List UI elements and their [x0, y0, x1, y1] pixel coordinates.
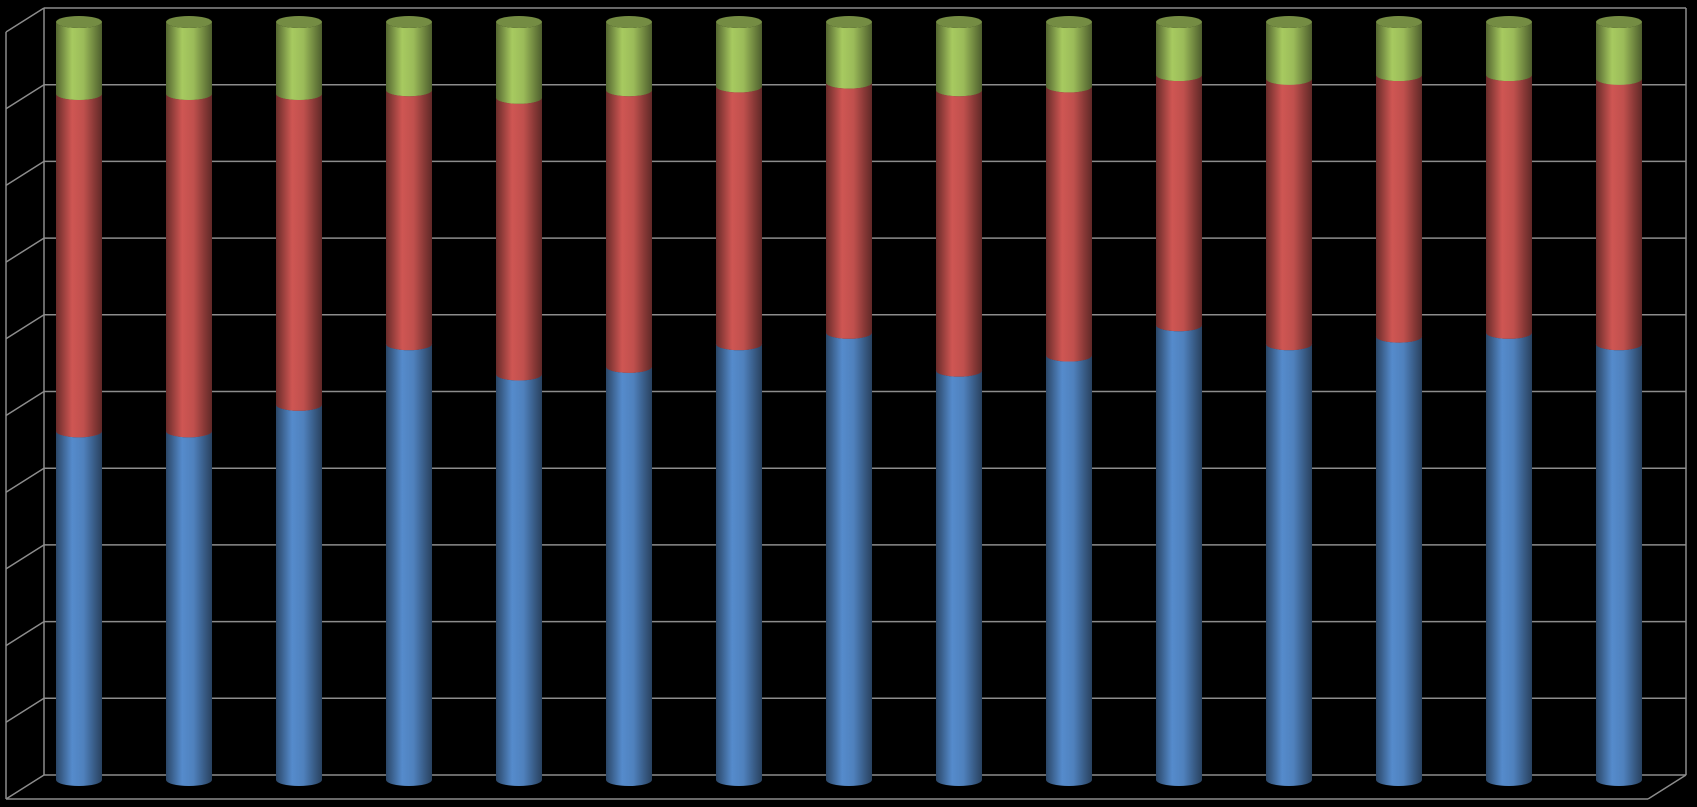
- bar-top-cap: [716, 16, 762, 28]
- bar-top-cap: [1486, 16, 1532, 28]
- bar-stack: [1266, 16, 1312, 786]
- bar-stack: [1486, 16, 1532, 786]
- bar-stack: [1046, 16, 1092, 786]
- bar-segment: [1046, 355, 1092, 786]
- bar-segment: [1376, 336, 1422, 786]
- bar-top-cap: [1376, 16, 1422, 28]
- bar-stack: [826, 16, 872, 786]
- side-wall-gridline: [5, 237, 45, 263]
- bar-stack: [56, 16, 102, 786]
- side-wall-gridline: [5, 544, 45, 570]
- side-wall-gridline: [5, 774, 45, 800]
- bar-segment: [1486, 22, 1532, 82]
- bar-stack: [1376, 16, 1422, 786]
- bar-top-cap: [166, 16, 212, 28]
- bar-segment: [166, 22, 212, 101]
- bar-segment: [716, 86, 762, 351]
- bar-segment: [496, 374, 542, 786]
- bar-top-cap: [826, 16, 872, 28]
- bar-stack: [936, 16, 982, 786]
- bar-segment: [1596, 344, 1642, 786]
- side-wall-gridline: [5, 7, 45, 33]
- side-wall-gridline: [5, 620, 45, 647]
- bar-segment: [1486, 75, 1532, 339]
- bar-segment: [386, 90, 432, 351]
- bar-stack: [1156, 16, 1202, 786]
- side-wall-gridline: [5, 160, 45, 187]
- bar-segment: [826, 82, 872, 339]
- bar-segment: [1156, 75, 1202, 332]
- bar-segment: [826, 332, 872, 786]
- bar-segment: [936, 370, 982, 786]
- bar-segment: [936, 90, 982, 377]
- bar-segment: [1266, 344, 1312, 786]
- side-wall-gridline: [5, 84, 45, 110]
- bar-segment: [56, 94, 102, 438]
- bar-segment: [1266, 22, 1312, 85]
- bar-segment: [166, 431, 212, 786]
- side-wall-gridline: [5, 314, 45, 340]
- bar-top-cap: [936, 16, 982, 28]
- bar-segment: [1046, 22, 1092, 93]
- bar-segment: [1376, 75, 1422, 343]
- bar-segment: [496, 97, 542, 381]
- bar-stack: [716, 16, 762, 786]
- bar-top-cap: [1596, 16, 1642, 28]
- bar-segment: [826, 22, 872, 89]
- bar-segment: [386, 344, 432, 786]
- bar-segment: [936, 22, 982, 97]
- side-wall-gridline: [5, 467, 45, 493]
- bar-stack: [166, 16, 212, 786]
- bar-segment: [716, 344, 762, 786]
- bar-segment: [1266, 78, 1312, 351]
- bar-top-cap: [56, 16, 102, 28]
- bar-top-cap: [386, 16, 432, 28]
- bar-segment: [386, 22, 432, 97]
- bar-segment: [56, 22, 102, 101]
- bar-segment: [56, 431, 102, 786]
- bar-segment: [276, 404, 322, 786]
- bar-segment: [166, 94, 212, 438]
- bar-segment: [1376, 22, 1422, 82]
- side-wall-gridline: [5, 697, 45, 723]
- bar-segment: [1486, 332, 1532, 786]
- bar-segment: [1156, 22, 1202, 82]
- bar-segment: [606, 22, 652, 97]
- bar-stack: [606, 16, 652, 786]
- bar-segment: [1046, 86, 1092, 362]
- bar-top-cap: [1266, 16, 1312, 28]
- bar-top-cap: [1156, 16, 1202, 28]
- floor-right-edge: [1647, 774, 1687, 800]
- bar-segment: [1596, 22, 1642, 85]
- bar-stack: [386, 16, 432, 786]
- bar-segment: [606, 90, 652, 373]
- bars: [56, 16, 1642, 786]
- side-wall-gridline: [5, 390, 45, 417]
- bar-stack: [276, 16, 322, 786]
- bar-segment: [606, 366, 652, 786]
- bar-stack: [496, 16, 542, 786]
- bar-top-cap: [496, 16, 542, 28]
- bar-stack: [1596, 16, 1642, 786]
- bar-segment: [716, 22, 762, 93]
- bar-segment: [276, 22, 322, 101]
- bar-segment: [496, 22, 542, 104]
- bar-segment: [1596, 78, 1642, 351]
- bar-top-cap: [1046, 16, 1092, 28]
- bar-top-cap: [276, 16, 322, 28]
- bar-segment: [276, 94, 322, 411]
- bar-segment: [1156, 325, 1202, 786]
- bar-top-cap: [606, 16, 652, 28]
